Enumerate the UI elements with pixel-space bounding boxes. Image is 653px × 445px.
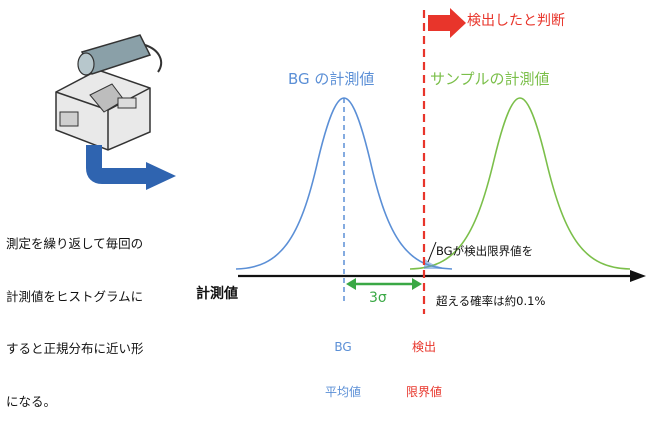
explanation-line: になる。 [6,393,57,409]
explanation-line: すると正規分布に近い形 [6,341,144,356]
detection-limit-diagram: BG の計測値 サンプルの計測値 検出したと判断 測定を繰り返して毎回の 計測値… [6,8,646,409]
sample-distribution-curve [409,97,631,270]
sigma-arrow [346,278,422,290]
diagram-canvas [55,8,646,314]
sample-distribution-label: サンプルの計測値 [430,70,550,88]
explanation-line: 計測値をヒストグラムに [6,288,144,304]
probability-note: BGが検出限界値を 超える確率は約0.1% [436,210,545,343]
x-axis-arrowhead [630,270,646,282]
bg-mean-line-text: BG [334,340,352,354]
probability-line: 超える確率は約0.1% [436,294,546,309]
probability-line: BGが検出限界値を [436,244,534,259]
bg-mean-line-text: 平均値 [324,385,361,399]
detection-limit-label: 検出 限界値 [400,310,448,430]
sigma-label: 3σ [369,290,387,306]
measuring-instrument-icon [55,34,163,151]
probability-pointer [427,241,437,263]
explanation-text: 測定を繰り返して毎回の 計測値をヒストグラムに すると正規分布に近い形 になる。 [6,200,144,445]
detection-limit-line-text: 検出 [411,340,436,354]
bg-tail-area [424,258,452,269]
axis-label: 計測値 [196,286,238,302]
bg-distribution-label: BG の計測値 [288,70,375,88]
curved-arrow-right-icon [86,145,176,190]
detection-limit-line-text: 限界値 [405,385,442,399]
explanation-line: 測定を繰り返して毎回の [6,236,144,251]
bg-mean-label: BG 平均値 [323,310,363,430]
detected-label: 検出したと判断 [467,13,565,29]
arrow-right-icon [428,8,466,38]
